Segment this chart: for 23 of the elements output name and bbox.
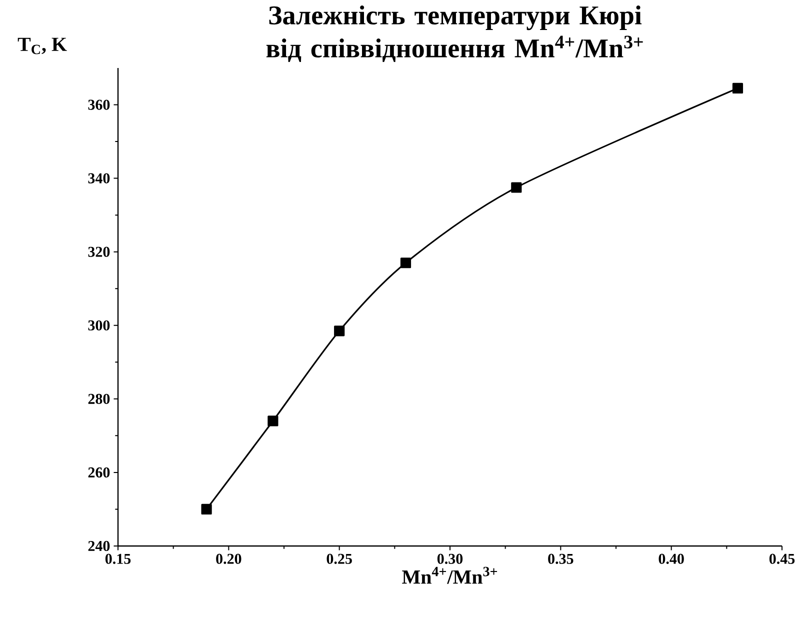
y-axis-title: T$_{C}$, K (18, 38, 67, 54)
point (268, 416, 278, 426)
point (201, 504, 212, 515)
chart-title: Залежність температури Кюрі від співвідношення Mn$^{4+}$/Mn$^{3+}$ (266, 6, 643, 62)
y-tick-label: 300 (88, 320, 110, 330)
y-tick-label: 320 (88, 246, 110, 257)
x-tick-label: 0.15 (105, 554, 131, 564)
x-axis-title: Mn$^{4+}$/Mn$^{3+}$ (402, 566, 498, 584)
x-tick-label: 0.30 (437, 554, 463, 564)
point (400, 258, 412, 268)
x-tick-label: 0.25 (326, 554, 352, 564)
point (334, 326, 345, 336)
point (511, 182, 522, 193)
point (732, 82, 744, 94)
y-tick-label: 340 (88, 173, 110, 184)
y-tick-label: 280 (88, 394, 110, 404)
x-tick-label: 0.35 (548, 554, 574, 564)
x-tick-label: 0.20 (216, 554, 242, 564)
y-tick-label: 260 (88, 467, 110, 478)
x-tick-label: 0.45 (769, 554, 795, 564)
x-tick-label: 0.40 (658, 554, 684, 564)
y-tick-label: 240 (88, 540, 110, 552)
y-tick-label: 360 (88, 100, 110, 110)
